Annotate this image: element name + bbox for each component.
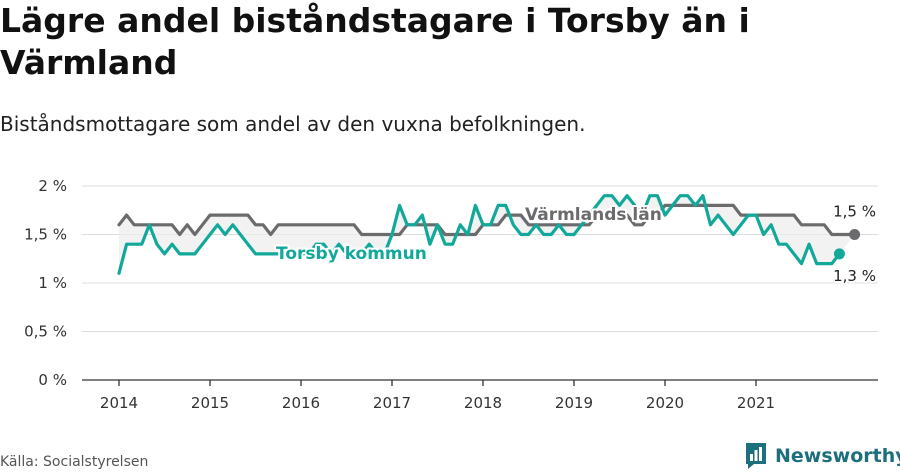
- y-tick-label: 0 %: [38, 371, 67, 389]
- y-tick-label: 0,5 %: [24, 323, 67, 341]
- series-lines: [117, 194, 857, 275]
- y-tick-label: 1 %: [38, 274, 67, 292]
- end-point: [833, 248, 845, 260]
- brand-name: Newsworthy: [775, 445, 900, 467]
- end-value-label: 1,5 %: [833, 203, 876, 221]
- x-tick-label: 2021: [737, 394, 775, 412]
- x-tick-label: 2017: [373, 394, 411, 412]
- y-tick-label: 2 %: [38, 177, 67, 195]
- x-tick-label: 2016: [282, 394, 320, 412]
- x-tick-label: 2018: [464, 394, 502, 412]
- chart-title: Lägre andel biståndstagare i Torsby än i…: [0, 1, 750, 82]
- source-note: Källa: Socialstyrelsen: [0, 454, 149, 470]
- x-tick-label: 2014: [100, 394, 138, 412]
- line-chart: 0 % 0,5 % 1 % 1,5 % 2 % 2014 2015 2016 2017 2018…: [24, 177, 878, 412]
- series-line-torsby-kommun: [117, 194, 842, 275]
- series-label: Värmlands län: [525, 205, 662, 225]
- end-value-label: 1,3 %: [833, 267, 876, 285]
- x-tick-label: 2019: [555, 394, 593, 412]
- y-tick-label: 1,5 %: [24, 226, 67, 244]
- newsworthy-logo-icon: [746, 443, 766, 469]
- series-label: Torsby kommun: [276, 244, 427, 264]
- end-point: [849, 229, 861, 240]
- x-axis: 2014 2015 2016 2017 2018 2019 2020 2021: [82, 379, 878, 412]
- gridlines: 0 % 0,5 % 1 % 1,5 % 2 %: [24, 177, 878, 389]
- x-tick-label: 2015: [191, 394, 229, 412]
- chart-subtitle: Biståndsmottagare som andel av den vuxna…: [0, 112, 586, 136]
- chart-labels: 1,5 % 1,3 % Värmlands län Torsby kommun: [274, 201, 878, 287]
- newsworthy-brand[interactable]: Newsworthy: [745, 442, 900, 470]
- x-tick-label: 2020: [646, 394, 684, 412]
